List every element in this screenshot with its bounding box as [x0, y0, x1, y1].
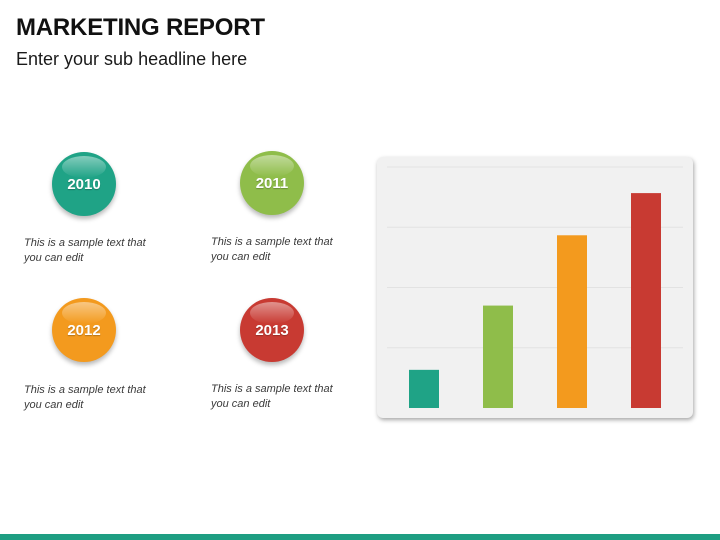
year-badge-2012: 2012 — [52, 298, 116, 362]
caption-2011-line2: you can edit — [211, 251, 271, 263]
bar-2012 — [557, 235, 587, 408]
caption-2013: This is a sample text that you can edit — [211, 382, 361, 412]
year-label-2013: 2013 — [255, 321, 289, 339]
bar-chart — [387, 166, 683, 408]
caption-2010-line1: This is a sample text that — [24, 237, 146, 249]
caption-2012: This is a sample text that you can edit — [24, 383, 174, 413]
caption-2012-line1: This is a sample text that — [24, 384, 146, 396]
caption-2013-line1: This is a sample text that — [211, 383, 333, 395]
bar-2010 — [409, 369, 439, 408]
caption-2010-line2: you can edit — [24, 252, 84, 264]
chart-panel — [377, 157, 693, 418]
year-label-2012: 2012 — [67, 321, 101, 339]
year-badge-2011: 2011 — [240, 151, 304, 215]
year-label-2011: 2011 — [255, 174, 289, 192]
page-subtitle: Enter your sub headline here — [16, 49, 248, 69]
bar-2013 — [631, 193, 661, 408]
year-badge-2010: 2010 — [52, 152, 116, 216]
page-title: MARKETING REPORT — [16, 14, 265, 41]
bottom-accent-bar — [0, 534, 720, 540]
bar-2011 — [483, 305, 513, 408]
caption-2013-line2: you can edit — [211, 398, 271, 410]
year-badge-2013: 2013 — [240, 298, 304, 362]
caption-2010: This is a sample text that you can edit — [24, 236, 174, 266]
caption-2012-line2: you can edit — [24, 399, 84, 411]
year-label-2010: 2010 — [67, 175, 101, 193]
caption-2011-line1: This is a sample text that — [211, 236, 333, 248]
caption-2011: This is a sample text that you can edit — [211, 235, 361, 265]
